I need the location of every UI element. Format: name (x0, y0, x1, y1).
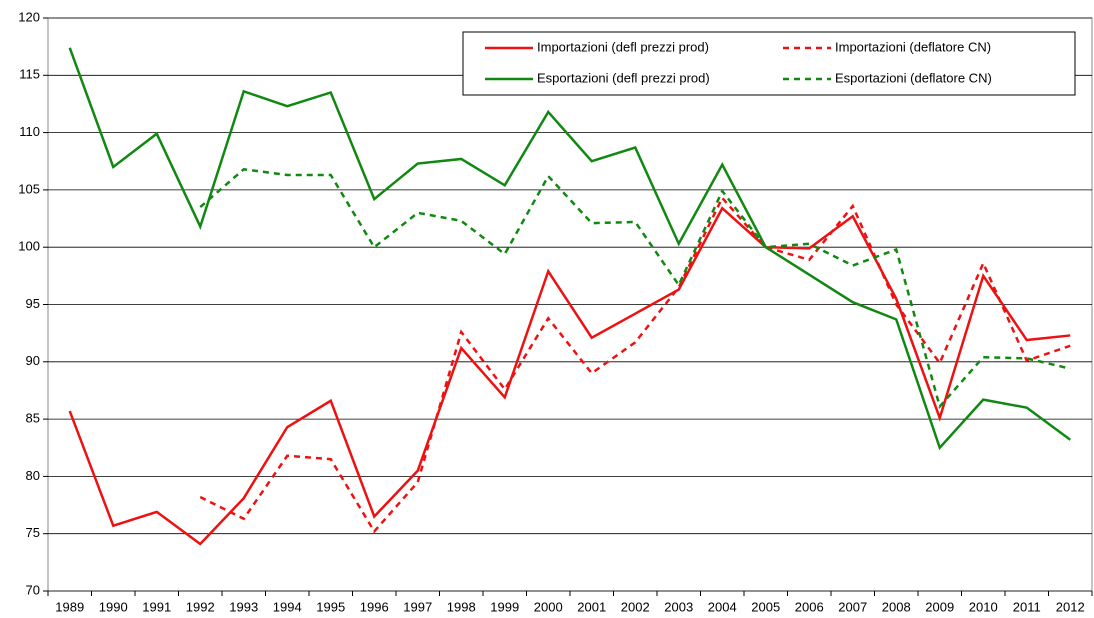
y-tick-label: 85 (26, 411, 40, 426)
x-tick-label: 2002 (621, 599, 650, 614)
series-line (199, 195, 1071, 534)
y-tick-label: 110 (19, 124, 40, 139)
legend-label: Esportazioni (defl prezzi prod) (537, 70, 710, 85)
legend-label: Esportazioni (deflatore CN) (835, 70, 992, 85)
x-tick-label: 1998 (447, 599, 476, 614)
x-tick-label: 1992 (186, 599, 215, 614)
y-tick-label: 105 (18, 181, 40, 196)
x-tick-label: 1997 (403, 599, 432, 614)
x-tick-label: 2000 (534, 599, 563, 614)
legend-label: Importazioni (deflatore CN) (835, 39, 991, 54)
series-line (199, 167, 1071, 410)
x-tick-label: 2006 (795, 599, 824, 614)
y-tick-label: 75 (26, 525, 40, 540)
x-tick-label: 2001 (577, 599, 606, 614)
x-tick-label: 1991 (142, 599, 171, 614)
x-tick-label: 2003 (664, 599, 693, 614)
x-tick-label: 2007 (838, 599, 867, 614)
x-tick-label: 2010 (969, 599, 998, 614)
y-tick-label: 80 (26, 468, 40, 483)
y-tick-label: 100 (18, 239, 40, 254)
series-line (68, 206, 1071, 546)
x-tick-label: 1999 (490, 599, 519, 614)
x-tick-label: 2012 (1056, 599, 1085, 614)
y-tick-label: 90 (26, 353, 40, 368)
series-line (68, 47, 1071, 451)
y-tick-label: 120 (18, 9, 40, 24)
x-tick-label: 1995 (316, 599, 345, 614)
x-tick-label: 2004 (708, 599, 737, 614)
legend-label: Importazioni (defl prezzi prod) (537, 39, 709, 54)
y-tick-label: 115 (19, 67, 40, 82)
legend-box (462, 31, 1076, 96)
x-tick-label: 1990 (99, 599, 128, 614)
x-tick-label: 2009 (925, 599, 954, 614)
x-tick-label: 2005 (751, 599, 780, 614)
x-tick-label: 1993 (229, 599, 258, 614)
x-tick-label: 2011 (1013, 599, 1041, 614)
x-tick-label: 1989 (55, 599, 84, 614)
legend: Importazioni (defl prezzi prod) Importazi… (462, 31, 1076, 96)
x-tick-label: 1996 (360, 599, 389, 614)
y-tick-label: 95 (26, 296, 40, 311)
x-tick-label: 1994 (273, 599, 302, 614)
y-tick-label: 70 (26, 582, 40, 597)
x-tick-label: 2008 (882, 599, 911, 614)
